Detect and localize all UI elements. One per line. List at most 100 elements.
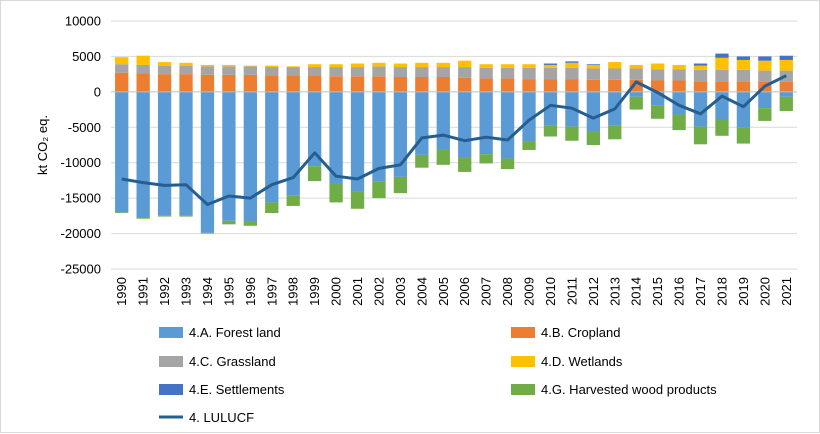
bar-segment xyxy=(393,63,408,68)
bar-segment xyxy=(350,76,365,92)
bar-segment xyxy=(608,68,622,80)
bar-segment xyxy=(200,64,215,67)
bar-segment xyxy=(736,127,751,144)
x-tick-label: 2014 xyxy=(629,277,644,306)
bar-segment xyxy=(157,74,172,92)
bar-segment xyxy=(586,131,600,145)
x-tick-label: 2013 xyxy=(607,277,622,306)
legend-label: 4.D. Wetlands xyxy=(541,354,623,369)
bar-segment xyxy=(308,75,322,92)
bar-segment xyxy=(758,60,772,71)
legend-label: 4. LULUCF xyxy=(189,410,254,425)
y-axis-label: kt CO₂ eq. xyxy=(35,115,50,175)
bar-segment xyxy=(758,56,772,61)
bar-segment xyxy=(243,221,257,226)
bar-segment xyxy=(157,62,172,66)
bar-segment xyxy=(286,195,300,206)
bar-segment xyxy=(393,176,408,194)
x-tick-label: 1991 xyxy=(136,277,151,306)
bar-segment xyxy=(586,68,600,80)
x-tick-label: 2001 xyxy=(350,277,365,306)
x-tick-label: 2008 xyxy=(500,277,515,306)
bar-segment xyxy=(715,53,729,58)
x-tick-label: 1995 xyxy=(221,277,236,306)
legend-swatch xyxy=(511,327,535,338)
bar-segment xyxy=(372,76,386,92)
bar-segment xyxy=(458,77,472,92)
bar-segment xyxy=(222,220,236,225)
bar-segment xyxy=(329,183,343,203)
bar-segment xyxy=(222,74,236,92)
bar-segment xyxy=(393,91,408,177)
line-series xyxy=(121,74,787,206)
bar-segment xyxy=(672,114,686,131)
bar-segment xyxy=(393,67,408,77)
bar-segment xyxy=(393,76,408,92)
bar-segment xyxy=(779,96,793,111)
y-tick-label: -15000 xyxy=(61,191,101,206)
x-tick-label: 2006 xyxy=(457,277,472,306)
bar-segment xyxy=(157,91,172,216)
bar-segment xyxy=(286,75,300,92)
x-tick-label: 1997 xyxy=(264,277,279,306)
x-tick-label: 2003 xyxy=(393,277,408,306)
bar-segment xyxy=(157,215,172,217)
bar-segment xyxy=(415,67,429,77)
bar-segment xyxy=(565,126,579,141)
bar-segment xyxy=(715,119,729,136)
x-axis-ticks: 1990 1991 1992 1993 1994 1995 1996 1997 1998 1999… xyxy=(114,277,794,306)
bar-segment xyxy=(672,91,686,115)
bar-segment xyxy=(436,91,450,150)
bar-segment xyxy=(179,74,193,92)
bar-segment xyxy=(565,67,579,80)
bar-segment xyxy=(779,91,793,97)
bar-segment xyxy=(372,62,386,67)
bar-segment xyxy=(350,63,365,68)
x-tick-label: 2018 xyxy=(714,277,729,306)
bar-segment xyxy=(543,64,558,68)
x-tick-label: 1994 xyxy=(200,277,215,306)
bar-segment xyxy=(458,91,472,158)
bar-segment xyxy=(479,78,493,92)
bar-segment xyxy=(458,60,472,68)
bar-segment xyxy=(136,55,150,65)
bar-segment xyxy=(672,80,686,92)
legend-label: 4.E. Settlements xyxy=(189,382,285,397)
x-tick-label: 2016 xyxy=(672,277,687,306)
bar-segment xyxy=(629,64,643,69)
bar-segment xyxy=(115,64,129,73)
bar-segment xyxy=(200,91,215,233)
bar-segment xyxy=(372,91,386,182)
bar-segment xyxy=(522,141,536,150)
bar-segment xyxy=(265,202,279,214)
bar-segment xyxy=(693,91,708,127)
bar-segment xyxy=(500,67,515,79)
bar-segment xyxy=(672,69,686,81)
y-axis-title: kt CO₂ eq. xyxy=(35,115,50,175)
bar-segment xyxy=(693,126,708,145)
x-tick-label: 2000 xyxy=(329,277,344,306)
bar-segment xyxy=(222,66,236,75)
bar-segment xyxy=(608,79,622,92)
bar-segment xyxy=(329,64,343,68)
bar-segment xyxy=(758,91,772,109)
bar-segment xyxy=(308,166,322,182)
bar-segment xyxy=(350,91,365,192)
bar-segment xyxy=(715,69,729,82)
x-tick-label: 1998 xyxy=(286,277,301,306)
bar-segment xyxy=(479,154,493,164)
bar-segment xyxy=(479,67,493,79)
bar-segment xyxy=(115,212,129,214)
bar-segment xyxy=(565,79,579,92)
bar-segment xyxy=(586,64,600,69)
bar-segment xyxy=(693,81,708,92)
bar-segment xyxy=(436,62,450,68)
bar-segment xyxy=(586,64,600,65)
bar-segment xyxy=(308,64,322,68)
bar-segment xyxy=(543,67,558,80)
bar-segment xyxy=(222,64,236,67)
bar-segment xyxy=(779,81,793,92)
bar-segment xyxy=(329,91,343,184)
bar-segment xyxy=(115,57,129,65)
legend-swatch xyxy=(159,327,183,338)
